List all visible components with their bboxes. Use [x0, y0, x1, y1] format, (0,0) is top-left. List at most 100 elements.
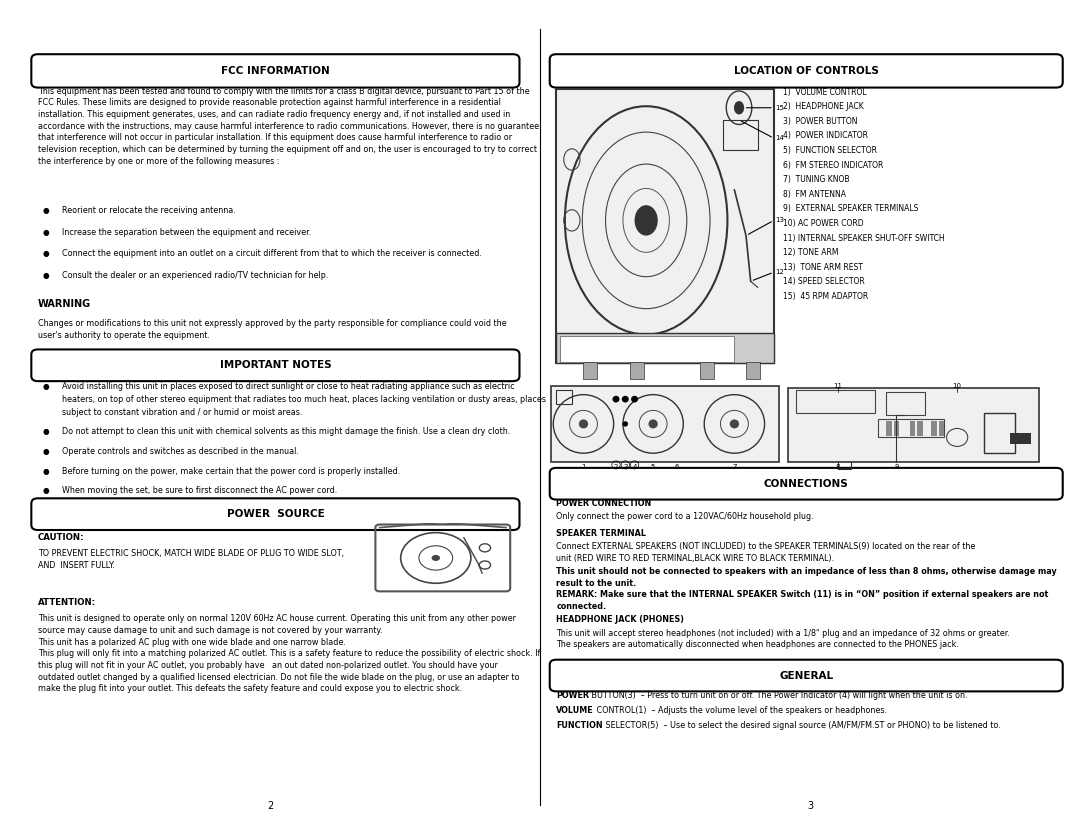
Text: 5: 5 [651, 464, 656, 470]
Text: BUTTON(3)  – Press to turn unit on or off. The Power Indicator (4) will light wh: BUTTON(3) – Press to turn unit on or off… [590, 691, 968, 700]
Text: This unit should not be connected to speakers with an impedance of less than 8 o: This unit should not be connected to spe… [556, 567, 1057, 588]
Bar [561, 336, 734, 362]
Text: 9: 9 [894, 464, 899, 470]
Text: HEADPHONE JACK (PHONES): HEADPHONE JACK (PHONES) [556, 615, 685, 625]
Text: 1)  VOLUME CONTROL: 1) VOLUME CONTROL [783, 88, 866, 97]
Text: 13: 13 [775, 218, 784, 224]
Bar [551, 385, 779, 462]
Text: POWER: POWER [556, 691, 590, 700]
Bar [555, 390, 572, 404]
Text: TO PREVENT ELECTRIC SHOCK, MATCH WIDE BLADE OF PLUG TO WIDE SLOT,
AND  INSERT FU: TO PREVENT ELECTRIC SHOCK, MATCH WIDE BL… [38, 550, 343, 570]
Text: Only connect the power cord to a 120VAC/60Hz household plug.: Only connect the power cord to a 120VAC/… [556, 512, 814, 521]
Text: FCC INFORMATION: FCC INFORMATION [221, 66, 329, 76]
Circle shape [635, 205, 658, 236]
Bar [984, 413, 1015, 453]
Text: heaters, on top of other stereo equipment that radiates too much heat, places la: heaters, on top of other stereo equipmen… [62, 395, 545, 404]
Text: 4)  POWER INDICATOR: 4) POWER INDICATOR [783, 131, 868, 140]
Text: ●: ● [42, 467, 49, 475]
Text: ●: ● [42, 249, 49, 259]
Text: This unit is designed to operate only on normal 120V 60Hz AC house current. Oper: This unit is designed to operate only on… [38, 615, 540, 693]
Text: Changes or modifications to this unit not expressly approved by the party respon: Changes or modifications to this unit no… [38, 319, 507, 340]
Text: Reorient or relocate the receiving antenna.: Reorient or relocate the receiving anten… [62, 206, 235, 215]
Text: 12) TONE ARM: 12) TONE ARM [783, 248, 838, 257]
FancyBboxPatch shape [550, 54, 1063, 88]
Text: 4: 4 [633, 464, 637, 470]
Text: 11: 11 [834, 384, 842, 389]
Text: ●: ● [42, 447, 49, 456]
Text: 3: 3 [623, 464, 627, 470]
FancyBboxPatch shape [550, 468, 1063, 500]
Bar [700, 362, 714, 379]
Bar [893, 420, 900, 436]
Text: Avoid installing this unit in places exposed to direct sunlight or close to heat: Avoid installing this unit in places exp… [62, 382, 514, 391]
Text: 3)  POWER BUTTON: 3) POWER BUTTON [783, 117, 858, 126]
Text: 2: 2 [613, 464, 618, 470]
Text: IMPORTANT NOTES: IMPORTANT NOTES [219, 360, 332, 370]
Text: WARNING: WARNING [38, 299, 91, 309]
Text: 8)  FM ANTENNA: 8) FM ANTENNA [783, 189, 846, 198]
Text: ●: ● [42, 486, 49, 495]
Text: LOCATION OF CONTROLS: LOCATION OF CONTROLS [733, 66, 879, 76]
Text: ●: ● [42, 428, 49, 436]
Text: POWER  SOURCE: POWER SOURCE [227, 510, 324, 519]
FancyBboxPatch shape [31, 499, 519, 530]
Bar [931, 420, 936, 436]
Text: SPEAKER TERMINAL: SPEAKER TERMINAL [556, 529, 646, 538]
Text: 2)  HEADPHONE JACK: 2) HEADPHONE JACK [783, 103, 864, 111]
Bar [886, 392, 926, 414]
Text: This equipment has been tested and found to comply with the limits for a class B: This equipment has been tested and found… [38, 87, 539, 166]
Text: CONTROL(1)  – Adjusts the volume level of the speakers or headphones.: CONTROL(1) – Adjusts the volume level of… [594, 706, 887, 715]
Text: 13)  TONE ARM REST: 13) TONE ARM REST [783, 263, 863, 272]
Text: Do not attempt to clean this unit with chemical solvents as this might damage th: Do not attempt to clean this unit with c… [62, 428, 510, 436]
Text: This unit will accept stereo headphones (not included) with a 1/8" plug and an i: This unit will accept stereo headphones … [556, 629, 1010, 650]
Text: Consult the dealer or an experienced radio/TV technician for help.: Consult the dealer or an experienced rad… [62, 271, 328, 280]
Text: 8: 8 [836, 464, 840, 470]
Text: GENERAL: GENERAL [779, 671, 834, 681]
Text: 10: 10 [953, 384, 961, 389]
Text: CAUTION:: CAUTION: [38, 533, 84, 541]
Bar [878, 420, 944, 437]
Text: REMARK: Make sure that the INTERNAL SPEAKER Switch (11) is in “ON” position if e: REMARK: Make sure that the INTERNAL SPEA… [556, 590, 1049, 611]
Bar [723, 120, 758, 150]
Circle shape [622, 421, 629, 427]
Text: 6)  FM STEREO INDICATOR: 6) FM STEREO INDICATOR [783, 160, 883, 169]
Text: POWER CONNECTION: POWER CONNECTION [556, 499, 651, 508]
Text: 7: 7 [732, 464, 737, 470]
FancyBboxPatch shape [31, 349, 519, 381]
Text: 12: 12 [775, 269, 784, 275]
Circle shape [612, 396, 620, 403]
Text: ATTENTION:: ATTENTION: [38, 598, 96, 606]
Bar [886, 420, 891, 436]
Text: ●: ● [42, 228, 49, 237]
Text: Increase the separation between the equipment and receiver.: Increase the separation between the equi… [62, 228, 311, 237]
Bar [939, 420, 944, 436]
Text: 1: 1 [581, 464, 585, 470]
Bar [630, 362, 644, 379]
Text: SELECTOR(5)  – Use to select the desired signal source (AM/FM/FM.ST or PHONO) to: SELECTOR(5) – Use to select the desired … [603, 721, 1000, 730]
Circle shape [432, 555, 440, 561]
Text: Connect EXTERNAL SPEAKERS (NOT INCLUDED) to the SPEAKER TERMINALS(9) located on : Connect EXTERNAL SPEAKERS (NOT INCLUDED)… [556, 542, 975, 563]
Circle shape [579, 420, 589, 429]
Bar [787, 388, 1039, 462]
Text: 11) INTERNAL SPEAKER SHUT-OFF SWITCH: 11) INTERNAL SPEAKER SHUT-OFF SWITCH [783, 234, 945, 243]
Text: ●: ● [42, 271, 49, 280]
Circle shape [730, 420, 739, 429]
Bar [918, 420, 923, 436]
Text: ●: ● [42, 382, 49, 391]
Text: VOLUME: VOLUME [556, 706, 594, 715]
Circle shape [734, 101, 744, 114]
Bar [583, 362, 597, 379]
Text: ●: ● [42, 206, 49, 215]
Text: 2: 2 [267, 801, 273, 811]
Text: FUNCTION: FUNCTION [556, 721, 603, 730]
Circle shape [648, 420, 658, 429]
Text: CONNECTIONS: CONNECTIONS [764, 479, 849, 489]
Text: 14: 14 [775, 135, 784, 141]
Text: 3: 3 [807, 801, 813, 811]
Bar [555, 333, 774, 364]
Bar [909, 420, 916, 436]
Bar [796, 390, 875, 413]
Text: 14) SPEED SELECTOR: 14) SPEED SELECTOR [783, 277, 865, 286]
Text: 7)  TUNING KNOB: 7) TUNING KNOB [783, 175, 850, 184]
Circle shape [622, 396, 629, 403]
